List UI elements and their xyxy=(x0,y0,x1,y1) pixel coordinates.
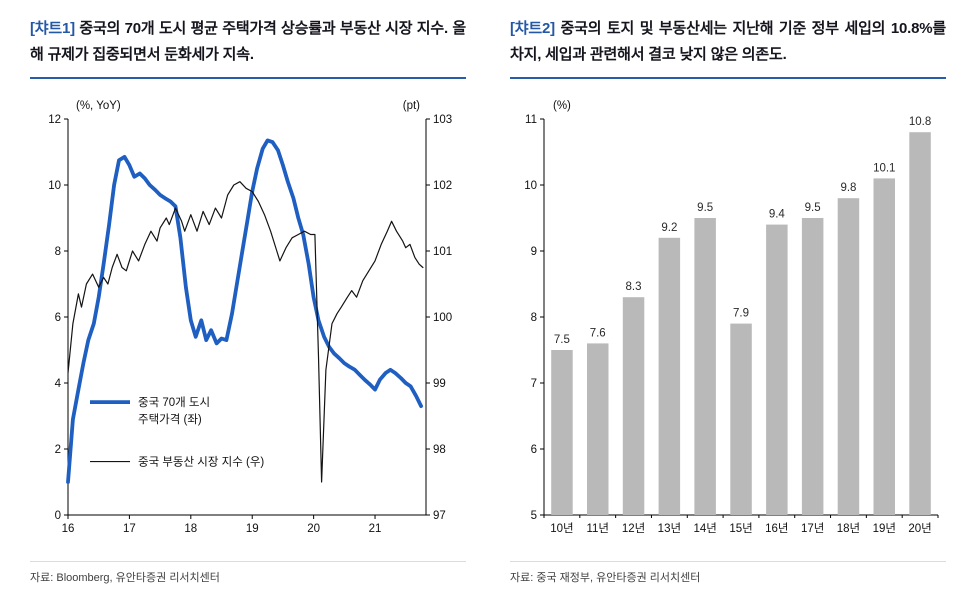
right-tick-label: 103 xyxy=(433,114,452,126)
tick-marks xyxy=(540,118,939,518)
bar-value-label: 9.5 xyxy=(697,202,713,214)
legend-label: 주택가격 (좌) xyxy=(138,412,202,426)
bar-chart: 5 6 7 8 9 10 11 (%) 7.5 7.6 8.3 9.2 9.5 7.9 9.4 9.5 9.8 1… xyxy=(524,100,939,535)
bar-value-label: 9.4 xyxy=(769,208,786,220)
x-tick-label: 21 xyxy=(369,523,382,535)
y-tick-label: 8 xyxy=(531,312,537,324)
left-tick-label: 10 xyxy=(48,180,61,192)
y-tick-label: 11 xyxy=(525,114,537,126)
right-tick-label: 99 xyxy=(433,378,446,390)
right-tick-label: 97 xyxy=(433,510,446,522)
x-category-label: 14년 xyxy=(693,522,716,535)
bar-value-label: 9.8 xyxy=(840,182,856,194)
x-category-label: 17년 xyxy=(801,522,824,535)
right-tick-label: 102 xyxy=(433,180,452,192)
report-page: [챠트1] 중국의 70개 도시 평균 주택가격 상승률과 부동산 시장 지수.… xyxy=(30,16,946,585)
x-category-label: 20년 xyxy=(908,522,931,535)
chart2-title-underline xyxy=(510,76,946,79)
bar xyxy=(801,217,824,515)
bar-value-label: 10.8 xyxy=(909,116,931,128)
chart1-panel: [챠트1] 중국의 70개 도시 평균 주택가격 상승률과 부동산 시장 지수.… xyxy=(30,16,466,585)
bar-value-label: 8.3 xyxy=(626,281,642,293)
chart2-title: [챠트2] 중국의 토지 및 부동산세는 지난해 기준 정부 세입의 10.8%… xyxy=(510,16,946,68)
left-tick-label: 2 xyxy=(55,444,61,456)
x-category-label: 15년 xyxy=(729,522,752,535)
left-axis-unit-label: (%, YoY) xyxy=(76,100,121,112)
bar xyxy=(837,197,860,515)
right-axis-unit-label: (pt) xyxy=(403,100,420,112)
bar-value-labels: 7.5 7.6 8.3 9.2 9.5 7.9 9.4 9.5 9.8 10.1 10.8 xyxy=(554,116,931,346)
x-tick-label: 16 xyxy=(62,523,75,535)
y-tick-label: 5 xyxy=(531,510,537,522)
bar-value-label: 9.5 xyxy=(805,202,821,214)
right-tick-label: 98 xyxy=(433,444,446,456)
bars xyxy=(551,131,931,515)
x-tick-label: 19 xyxy=(246,523,259,535)
x-category-label: 18년 xyxy=(837,522,860,535)
category-labels: 10년 11년 12년 13년 14년 15년 16년 17년 18년 19년 20년 xyxy=(550,522,932,535)
property-index-series-line xyxy=(67,180,424,483)
bar-value-label: 7.9 xyxy=(733,307,749,319)
tick-labels: 5 6 7 8 9 10 11 (%) xyxy=(524,100,571,522)
house-price-series-line xyxy=(66,138,424,484)
tick-labels: 0 2 4 6 8 10 12 97 98 99 100 101 102 103 16 17 18 19 20 21 (… xyxy=(48,100,452,535)
x-category-label: 13년 xyxy=(658,522,681,535)
bar xyxy=(658,237,681,515)
y-tick-label: 9 xyxy=(531,246,537,258)
left-tick-label: 8 xyxy=(55,246,61,258)
x-category-label: 11년 xyxy=(586,522,609,535)
left-tick-label: 0 xyxy=(55,510,61,522)
bar-value-label: 9.2 xyxy=(661,221,677,233)
left-tick-label: 4 xyxy=(55,378,62,390)
x-tick-label: 18 xyxy=(184,523,197,535)
x-category-label: 19년 xyxy=(873,522,896,535)
legend-label: 중국 부동산 시장 지수 (우) xyxy=(138,455,264,468)
chart1-source: 자료: Bloomberg, 유안타증권 리서치센터 xyxy=(30,560,466,585)
line-chart: 0 2 4 6 8 10 12 97 98 99 100 101 102 103 16 17 18 19 20 21 (… xyxy=(48,100,452,535)
left-tick-label: 12 xyxy=(48,114,61,126)
bar xyxy=(694,217,716,515)
tick-marks xyxy=(64,118,430,519)
bar-value-label: 7.6 xyxy=(590,327,606,339)
bar xyxy=(873,177,895,515)
right-tick-label: 100 xyxy=(433,312,452,324)
legend-label: 중국 70개 도시 xyxy=(138,396,210,409)
y-tick-label: 7 xyxy=(531,378,537,390)
chart1-title: [챠트1] 중국의 70개 도시 평균 주택가격 상승률과 부동산 시장 지수.… xyxy=(30,16,466,68)
bar xyxy=(587,342,609,515)
bar xyxy=(909,131,931,515)
left-tick-label: 6 xyxy=(55,312,61,324)
x-tick-label: 20 xyxy=(307,523,320,535)
chart2-source: 자료: 중국 재정부, 유안타증권 리서치센터 xyxy=(510,560,946,585)
bar xyxy=(766,224,788,515)
chart2-title-text: 중국의 토지 및 부동산세는 지난해 기준 정부 세입의 10.8%를 차지, … xyxy=(510,20,946,63)
chart2-panel: [챠트2] 중국의 토지 및 부동산세는 지난해 기준 정부 세입의 10.8%… xyxy=(510,16,946,585)
bar xyxy=(551,349,573,515)
bar xyxy=(730,323,752,515)
x-category-label: 10년 xyxy=(550,522,573,535)
y-tick-label: 10 xyxy=(524,180,537,192)
x-tick-label: 17 xyxy=(123,523,136,535)
right-tick-label: 101 xyxy=(433,246,452,258)
bar-value-label: 7.5 xyxy=(554,334,570,346)
chart2-title-tag: [챠트2] xyxy=(510,20,555,37)
chart1-title-underline xyxy=(30,76,466,79)
x-category-label: 12년 xyxy=(622,522,645,535)
y-axis-unit-label: (%) xyxy=(553,100,571,112)
chart1-title-tag: [챠트1] xyxy=(30,20,75,37)
chart1-title-text: 중국의 70개 도시 평균 주택가격 상승률과 부동산 시장 지수. 올해 규제… xyxy=(30,20,466,63)
bar xyxy=(622,296,645,515)
x-category-label: 16년 xyxy=(765,522,788,535)
bar-value-label: 10.1 xyxy=(873,162,895,174)
y-tick-label: 6 xyxy=(531,444,537,456)
